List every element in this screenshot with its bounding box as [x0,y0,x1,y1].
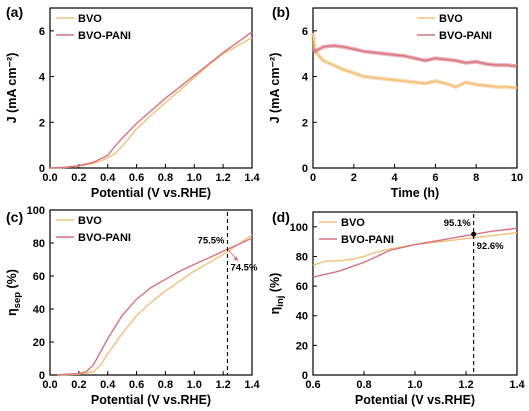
y-tick-label: 100 [27,205,45,217]
annotation-marker [471,231,477,237]
y-tick-label: 6 [39,26,45,38]
x-tick-label: 6 [432,172,438,184]
x-tick-label: 0.6 [129,379,144,391]
x-tick-label: 0.2 [71,379,86,391]
x-axis-label: Potential (V vs.RHE) [91,393,211,407]
y-tick-label: 20 [296,340,308,352]
y-tick-label: 60 [296,281,308,293]
series-band-bvo-pani [311,43,518,69]
x-tick-label: 4 [392,172,399,184]
y-tick-label: 20 [33,337,45,349]
x-tick-label: 0.0 [42,379,57,391]
y-axis-label: ηinj (%) [268,273,286,315]
x-tick-label: 0.0 [42,172,57,184]
legend-label: BVO [78,215,102,227]
x-tick-label: 0.2 [71,172,86,184]
y-tick-label: 40 [296,311,308,323]
panel-d: (d) 0.6 0.8 1.0 1.2 1.4 0 20 40 60 80 100 Potential … [268,209,526,407]
y-tick-label: 80 [296,251,308,263]
plot-frame [49,209,253,376]
y-label-unit: (%) [5,269,19,292]
legend-label: BVO-PANI [78,30,131,42]
annotation-bvo: 92.6% [477,241,504,252]
plot-frame [49,7,253,169]
x-axis-label: Potential (V vs.RHE) [355,393,475,407]
x-tick-label: 2 [351,172,357,184]
x-tick-label: 1.0 [187,172,202,184]
x-tick-label: 1.2 [215,172,230,184]
y-tick-label: 0 [302,370,308,382]
x-tick-label: 0.8 [356,379,371,391]
x-tick-label: 0.4 [100,379,116,391]
annotation-bvo-pani: 74.5% [230,262,257,273]
x-tick-label: 1.0 [407,379,422,391]
y-label-main: η [268,307,282,315]
x-tick-label: 1.2 [458,379,473,391]
x-tick-label: 10 [511,172,523,184]
x-tick-label: 0.4 [100,172,116,184]
panel-label: (a) [6,4,23,20]
y-tick-label: 2 [302,117,308,129]
x-axis-label: Potential (V vs.RHE) [91,186,211,200]
x-tick-label: 0.6 [305,379,320,391]
annotation-arrowhead [233,256,239,262]
panel-a: (a) 0.0 0.2 0.4 0.6 0.8 1.0 1.2 1.4 0 2 4 6 Potential… [5,4,261,200]
annotation-bvo-pani: 95.1% [444,218,471,229]
legend-label: BVO-PANI [78,232,131,244]
panel-c: (c) 0.0 0.2 0.4 0.6 0.8 1.0 1.2 1.4 0 20 40 60 80 100 P… [5,205,261,407]
legend-label: BVO [439,13,463,25]
series-line-bvo [49,37,253,169]
x-tick-label: 1.0 [187,379,202,391]
panel-label: (c) [6,209,23,225]
y-tick-label: 4 [39,72,46,84]
y-label-unit: (%) [268,273,282,296]
y-tick-label: 80 [33,238,45,250]
y-tick-label: 60 [33,271,45,283]
y-axis-label: J (mA cm⁻²) [5,53,19,124]
y-tick-label: 100 [290,222,308,234]
y-tick-label: 0 [39,370,45,382]
legend-label: BVO-PANI [341,234,394,246]
panel-label: (d) [272,209,290,225]
series-line-bvo [57,234,253,376]
x-axis-label: Time (h) [391,186,439,200]
panel-b: (b) 0 2 4 6 8 10 0 2 4 6 Time (h) J (mA cm⁻²) BVO BVO-… [268,4,523,200]
annotation-bvo: 75.5% [198,235,225,246]
x-tick-label: 1.4 [244,379,260,391]
series-line-bvo-pani [57,237,253,376]
x-tick-label: 0 [310,172,316,184]
series-line-bvo-pani [49,31,253,169]
legend-label: BVO [78,13,102,25]
series-line-bvo [312,232,518,266]
y-tick-label: 0 [302,163,308,175]
x-tick-label: 0.8 [158,172,173,184]
y-label-main: η [5,308,19,316]
x-tick-label: 1.4 [244,172,260,184]
y-tick-label: 6 [302,26,308,38]
y-axis-label: ηsep (%) [5,269,23,316]
y-label-sub: inj [275,296,286,307]
x-tick-label: 1.2 [215,379,230,391]
y-tick-label: 40 [33,304,45,316]
y-tick-label: 4 [302,72,309,84]
y-axis-label: J (mA cm⁻²) [268,53,282,124]
y-label-sub: sep [12,292,23,309]
x-tick-label: 0.6 [129,172,144,184]
y-tick-label: 0 [39,163,45,175]
series-band-bvo [311,32,518,90]
legend-label: BVO [341,217,365,229]
panel-label: (b) [272,4,290,20]
x-tick-label: 0.8 [158,379,173,391]
y-tick-label: 2 [39,117,45,129]
x-tick-label: 8 [473,172,479,184]
legend-label: BVO-PANI [439,30,492,42]
x-tick-label: 1.4 [509,379,525,391]
series-line-bvo-pani [312,227,518,278]
